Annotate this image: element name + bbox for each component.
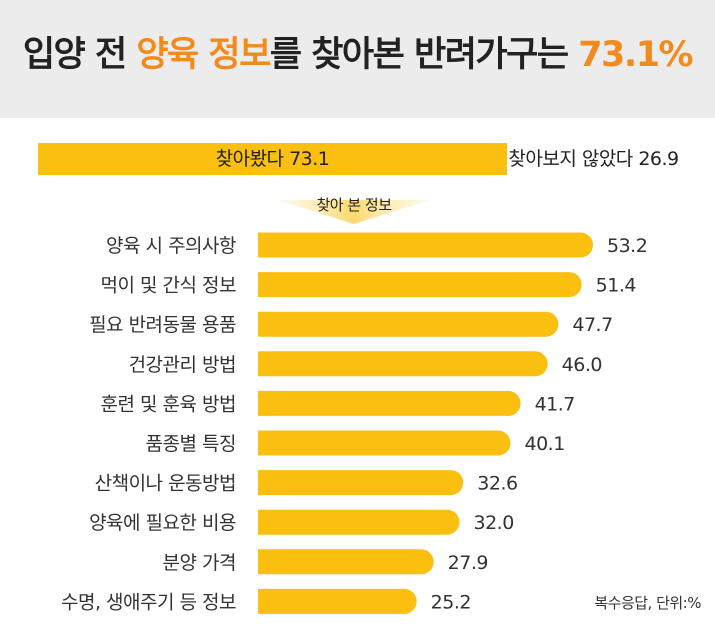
summary-yes-label: 찾아봤다 73.1 bbox=[215, 148, 330, 170]
value-label-9: 25.2 bbox=[431, 591, 471, 613]
value-label-5: 40.1 bbox=[525, 433, 565, 455]
value-label-0: 53.2 bbox=[607, 235, 647, 257]
category-label-8: 분양 가격 bbox=[163, 552, 236, 574]
bar-9 bbox=[258, 588, 417, 614]
bar-4 bbox=[258, 390, 521, 416]
bar-8 bbox=[258, 549, 434, 575]
bar-3 bbox=[258, 351, 548, 377]
sub-label-arrow bbox=[278, 200, 430, 224]
title-banner: 입양 전 양육 정보를 찾아본 반려가구는 73.1% bbox=[0, 0, 715, 118]
value-label-6: 32.6 bbox=[477, 473, 517, 495]
category-label-7: 양육에 필요한 비용 bbox=[89, 512, 236, 534]
sub-label: 찾아 본 정보 bbox=[316, 196, 392, 214]
summary-yes-segment: 찾아봤다 73.1 bbox=[38, 143, 507, 175]
summary-no-segment: 찾아보지 않았다 26.9 bbox=[507, 143, 680, 175]
category-label-0: 양육 시 주의사항 bbox=[106, 235, 236, 257]
summary-bar: 찾아봤다 73.1 찾아보지 않았다 26.9 bbox=[38, 143, 680, 175]
summary-no-label: 찾아보지 않았다 26.9 bbox=[508, 148, 679, 170]
bar-7 bbox=[258, 509, 460, 535]
category-label-4: 훈련 및 훈육 방법 bbox=[101, 393, 236, 415]
value-label-1: 51.4 bbox=[596, 275, 637, 297]
bar-6 bbox=[258, 470, 464, 496]
footnote: 복수응답, 단위:% bbox=[594, 594, 701, 612]
bar-2 bbox=[258, 311, 559, 337]
title-part-2: 를 찾아본 반려가구는 bbox=[269, 35, 579, 75]
value-label-3: 46.0 bbox=[562, 354, 602, 376]
category-label-6: 산책이나 운동방법 bbox=[95, 473, 236, 495]
category-label-9: 수명, 생애주기 등 정보 bbox=[61, 591, 236, 613]
bar-5 bbox=[258, 430, 511, 456]
category-label-3: 건강관리 방법 bbox=[129, 354, 236, 376]
category-label-5: 품종별 특징 bbox=[146, 433, 236, 455]
title-highlight-1: 양육 정보 bbox=[136, 35, 271, 75]
bar-0 bbox=[258, 232, 593, 258]
category-label-1: 먹이 및 간식 정보 bbox=[101, 275, 236, 297]
page-title: 입양 전 양육 정보를 찾아본 반려가구는 73.1% bbox=[0, 26, 715, 77]
title-part-1: 입양 전 bbox=[22, 35, 137, 75]
category-label-2: 필요 반려동물 용품 bbox=[89, 314, 236, 336]
value-label-4: 41.7 bbox=[535, 393, 575, 415]
value-label-2: 47.7 bbox=[572, 314, 612, 336]
arrow-shape bbox=[278, 200, 430, 224]
value-label-8: 27.9 bbox=[448, 552, 488, 574]
value-label-7: 32.0 bbox=[474, 512, 514, 534]
bar-1 bbox=[258, 272, 582, 298]
title-highlight-2: 73.1% bbox=[578, 35, 693, 75]
